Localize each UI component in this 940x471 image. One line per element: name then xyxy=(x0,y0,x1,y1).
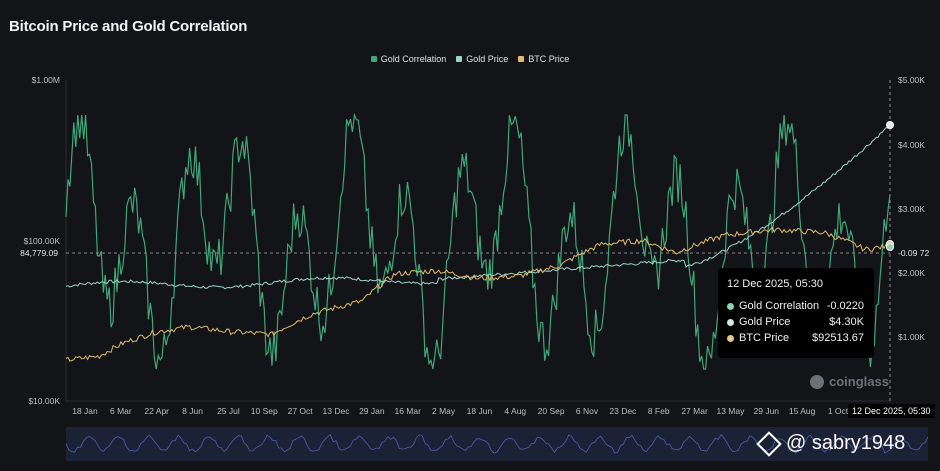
navigator-line xyxy=(65,434,929,454)
x-axis-tick-label: 4 Aug xyxy=(504,406,526,416)
tooltip-value: $4.30K xyxy=(829,316,864,328)
legend-swatch xyxy=(456,56,463,62)
x-axis-tick-label: 8 Feb xyxy=(648,406,670,416)
tooltip-label: BTC Price xyxy=(739,332,790,344)
right-axis-current-label: -0.09 72 xyxy=(898,248,929,258)
x-axis-tick-label: 29 Jun xyxy=(754,406,780,416)
chart-legend: Gold Correlation Gold Price BTC Price xyxy=(0,54,940,64)
tooltip-label: Gold Price xyxy=(739,316,791,328)
right-axis-tick-label: $3.00K xyxy=(898,204,925,214)
x-axis-tick-label: 29 Jan xyxy=(359,406,385,416)
x-axis-tick-label: 6 Mar xyxy=(110,406,132,416)
tooltip-dot xyxy=(727,318,734,326)
gold-price-end-marker xyxy=(886,121,894,129)
overlay-handle: @ sabry1948 xyxy=(756,430,906,457)
x-axis-tick-label: 13 Dec xyxy=(323,406,351,416)
diamond-icon xyxy=(756,430,782,457)
x-axis-tick-label: 1 Oct xyxy=(828,406,849,416)
watermark: coinglass xyxy=(810,374,889,389)
tooltip-title: 12 Dec 2025, 05:30 xyxy=(727,278,824,290)
x-axis-tick-label: 23 Dec xyxy=(609,406,637,416)
series-line-btc-price[interactable] xyxy=(65,226,891,362)
x-axis-tick-label: 8 Jun xyxy=(182,406,203,416)
x-current-label: 12 Dec 2025, 05:30 xyxy=(848,404,935,418)
x-axis-tick-label: 16 Mar xyxy=(394,406,421,416)
legend-item-btc-price[interactable]: BTC Price xyxy=(518,54,569,64)
x-axis-tick-label: 20 Sep xyxy=(538,406,565,416)
tooltip-dot xyxy=(727,334,734,342)
chart-title: Bitcoin Price and Gold Correlation xyxy=(9,18,248,35)
coinglass-logo-icon xyxy=(810,374,824,389)
overlay-text: @ sabry1948 xyxy=(786,432,906,454)
left-axis-current-label: 84,779.09 xyxy=(20,248,58,258)
x-axis-tick-label: 22 Apr xyxy=(144,406,169,416)
chart-tooltip: 12 Dec 2025, 05:30 Gold Correlation -0.0… xyxy=(718,268,874,358)
x-axis-tick-label: 13 May xyxy=(716,406,745,416)
right-axis-tick-label: $2.00K xyxy=(898,268,925,278)
x-axis-tick-label: 18 Jan xyxy=(72,406,98,416)
x-axis-tick-label: 15 Aug xyxy=(789,406,816,416)
navigator-background[interactable] xyxy=(66,427,928,461)
x-axis-tick-label: 25 Jul xyxy=(217,406,240,416)
legend-swatch xyxy=(518,56,525,62)
legend-label: Gold Correlation xyxy=(380,54,447,64)
x-axis-tick-label: 27 Oct xyxy=(288,406,314,416)
legend-item-gold-price[interactable]: Gold Price xyxy=(456,54,508,64)
right-axis-tick-label: $1.00K xyxy=(898,332,925,342)
right-axis-tick-label: $5.00K xyxy=(898,75,925,85)
legend-item-gold-correlation[interactable]: Gold Correlation xyxy=(370,54,447,64)
x-axis-tick-label: 6 Nov xyxy=(576,406,599,416)
navigator-series-line xyxy=(65,434,929,454)
tooltip-value: -0.0220 xyxy=(826,300,864,312)
tooltip-value: $92513.67 xyxy=(812,332,864,344)
x-axis-tick-label: 2 May xyxy=(432,406,456,416)
watermark-text: coinglass xyxy=(829,374,889,389)
tooltip-row-btc-price: BTC Price $92513.67 xyxy=(727,330,864,346)
tooltip-dot xyxy=(727,302,734,310)
tooltip-label: Gold Correlation xyxy=(739,300,820,312)
tooltip-row-gold-correlation: Gold Correlation -0.0220 xyxy=(727,298,864,314)
legend-label: BTC Price xyxy=(528,54,570,64)
right-axis-tick-label: $4.00K xyxy=(898,140,925,150)
x-axis-tick-label: 10 Sep xyxy=(251,406,278,416)
legend-label: Gold Price xyxy=(466,54,509,64)
legend-swatch xyxy=(370,56,377,62)
left-axis-tick-label: $1.00M xyxy=(32,75,60,85)
left-axis-tick-label: $10.00K xyxy=(28,396,60,406)
correlation-end-marker xyxy=(886,243,894,251)
axis-labels: $1.00M $100.00K $10.00K 84,779.09 $5.00K $4.0… xyxy=(20,75,929,416)
x-axis-tick-label: 27 Mar xyxy=(681,406,708,416)
left-axis-tick-label: $100.00K xyxy=(24,236,61,246)
tooltip-row-gold-price: Gold Price $4.30K xyxy=(727,314,864,330)
x-axis-tick-label: 18 Jun xyxy=(467,406,493,416)
